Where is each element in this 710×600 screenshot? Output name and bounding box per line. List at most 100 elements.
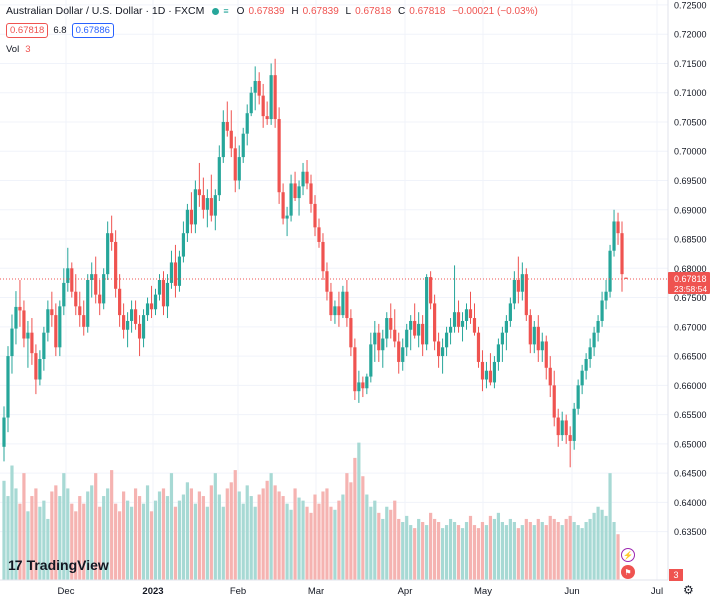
candle	[98, 280, 102, 316]
candle	[588, 338, 592, 368]
volume-bar	[580, 528, 584, 580]
time-axis[interactable]: Dec 2023 Feb Mar Apr May Jun Jul	[0, 579, 668, 597]
lightning-icon[interactable]: ⚡	[621, 548, 635, 562]
candle	[277, 107, 281, 204]
volume-bar	[325, 488, 329, 580]
candle	[405, 323, 409, 357]
volume-bar	[345, 473, 349, 580]
volume-bar	[616, 534, 620, 580]
volume-bar	[106, 488, 110, 580]
candle	[153, 288, 158, 316]
candle	[193, 180, 197, 234]
candle	[10, 314, 14, 374]
volume-bar	[269, 473, 273, 580]
volume-bar	[289, 509, 293, 580]
candle	[452, 265, 457, 333]
volume-bar	[54, 485, 58, 580]
candle	[86, 274, 90, 333]
volume-bar	[496, 512, 501, 580]
volume-bar	[409, 525, 413, 580]
volume-bar	[357, 442, 361, 580]
volume-bar	[50, 491, 54, 580]
volume-bar	[181, 494, 186, 580]
candle	[440, 338, 445, 374]
candle	[106, 221, 110, 280]
market-menu-icon[interactable]: ≡	[223, 6, 229, 16]
volume-bar	[293, 488, 297, 580]
volume-bar	[425, 525, 429, 580]
volume-bar	[58, 496, 62, 580]
candle	[261, 83, 265, 128]
candle	[417, 312, 421, 348]
candle	[397, 332, 401, 374]
volume-bar	[433, 518, 437, 580]
volume-bar	[576, 525, 580, 580]
price-tick-label: 0.72500	[674, 0, 707, 10]
volume-bar	[596, 506, 600, 580]
candle	[444, 326, 449, 357]
candle	[524, 268, 528, 321]
volume-bar	[213, 473, 217, 580]
sell-button[interactable]: 0.67818	[6, 23, 49, 38]
price-tick-label: 0.68000	[674, 264, 707, 274]
volume-bar	[365, 494, 369, 580]
candle	[532, 320, 536, 354]
volume-bar	[349, 482, 353, 580]
candle	[301, 162, 305, 196]
candle	[30, 318, 34, 365]
candle	[456, 300, 461, 333]
volume-bar	[532, 525, 536, 580]
volume-bar	[62, 473, 66, 580]
tradingview-logo[interactable]: 17 TradingView	[8, 557, 109, 573]
volume-legend[interactable]: Vol 3	[6, 44, 31, 55]
candle	[381, 329, 385, 368]
candlesticks	[2, 58, 628, 468]
candle	[213, 189, 217, 231]
buy-button[interactable]: 0.67886	[71, 23, 114, 38]
candle	[6, 346, 10, 433]
candle	[273, 58, 277, 128]
low-value: 0.67818	[355, 5, 392, 17]
candle	[305, 160, 309, 190]
candle	[74, 274, 78, 316]
candle	[349, 309, 353, 357]
candle	[161, 271, 166, 316]
volume-bar	[369, 506, 373, 580]
candle	[42, 326, 46, 371]
time-tick-label: 2023	[142, 586, 163, 597]
candle	[393, 309, 397, 348]
volume-bar	[285, 503, 289, 580]
candle	[552, 370, 556, 427]
candle	[2, 406, 6, 462]
candle	[377, 323, 381, 362]
volume-bar	[78, 496, 82, 580]
volume-bar	[257, 494, 261, 580]
candle	[576, 379, 580, 415]
us-flag-icon[interactable]: ⚑	[621, 565, 635, 579]
volume-bar	[161, 488, 166, 580]
volume-bar	[321, 491, 325, 580]
volume-bar	[277, 491, 281, 580]
volume-bar	[608, 473, 612, 580]
candle	[54, 303, 58, 357]
volume-bar	[173, 506, 178, 580]
candle	[357, 370, 361, 403]
candle	[173, 244, 178, 298]
symbol-title[interactable]: Australian Dollar / U.S. Dollar · 1D · F…	[6, 5, 205, 17]
volume-bar	[405, 515, 409, 580]
gear-icon[interactable]: ⚙	[683, 583, 694, 597]
volume-bar	[66, 488, 70, 580]
volume-bar	[500, 522, 504, 580]
volume-bar	[337, 500, 341, 580]
volume-bar	[448, 518, 453, 580]
candle	[90, 262, 94, 298]
volume-bar	[393, 500, 397, 580]
symbol-legend[interactable]: Australian Dollar / U.S. Dollar · 1D · F…	[6, 5, 538, 17]
volume-bar	[480, 522, 485, 580]
last-price-label: 0.67818 23:58:54	[668, 271, 710, 294]
volume-bar	[600, 509, 604, 580]
candle	[409, 315, 413, 351]
candle	[257, 72, 261, 105]
candle	[365, 373, 369, 395]
